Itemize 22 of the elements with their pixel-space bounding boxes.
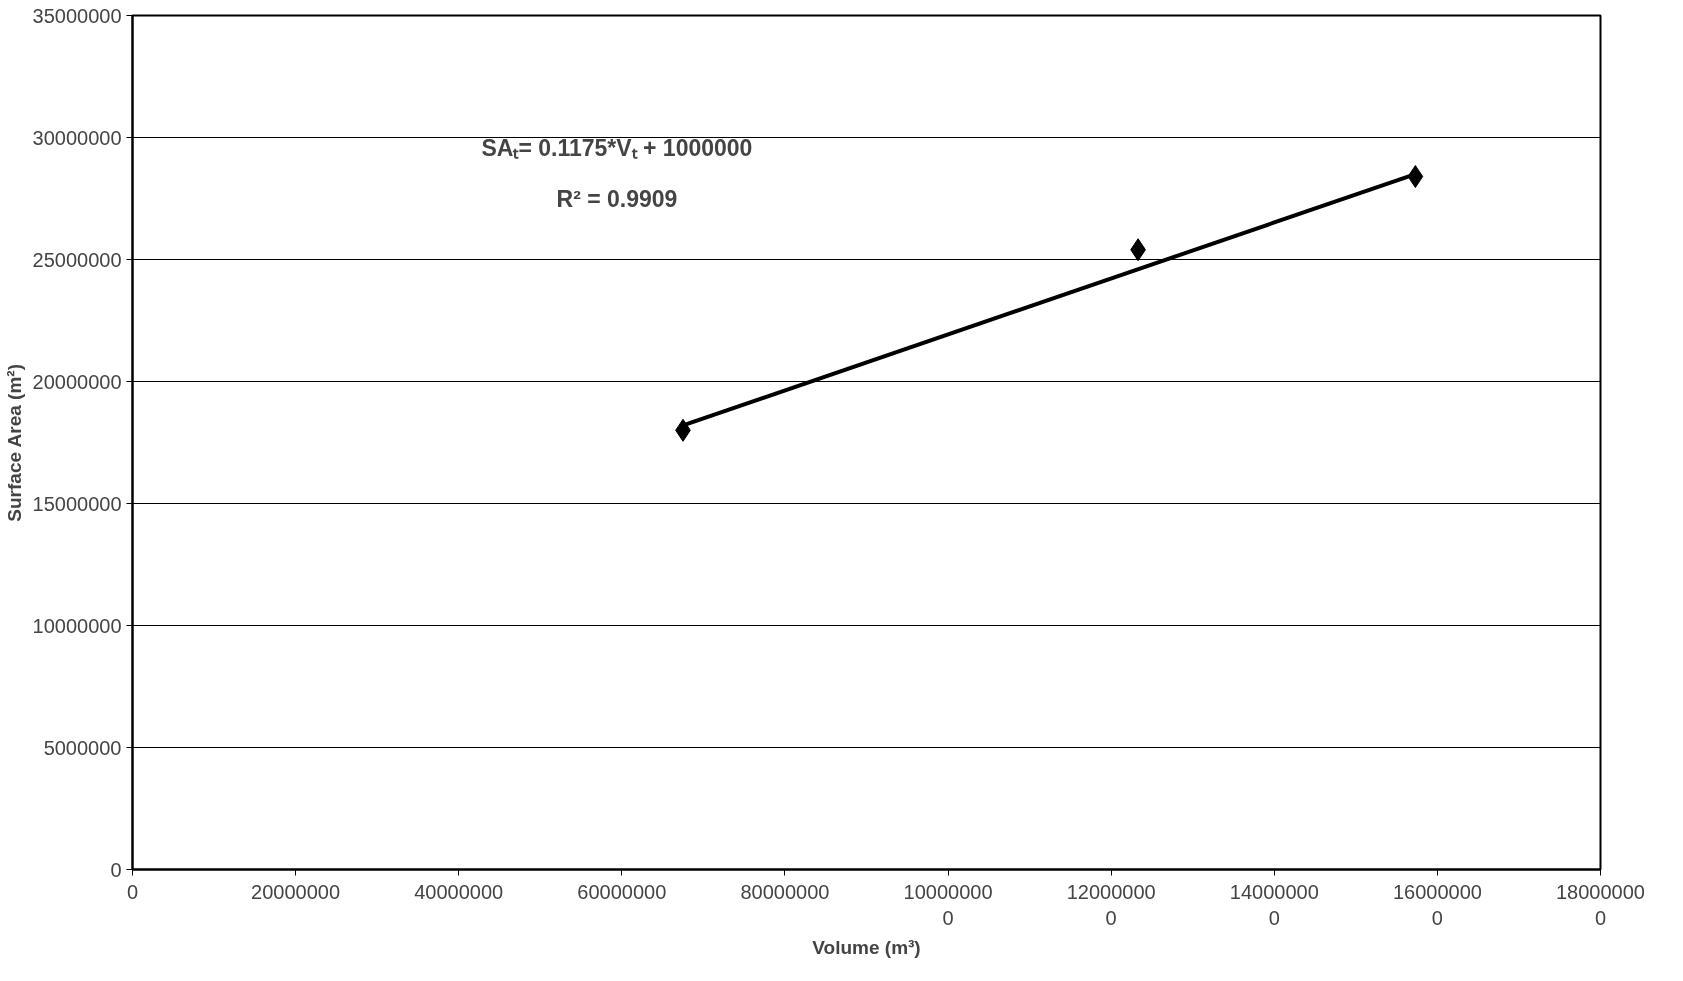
x-tick-label: 40000000 bbox=[414, 880, 504, 903]
y-axis-title: Surface Area (m²) bbox=[3, 364, 25, 522]
x-tick-label: 0 bbox=[126, 880, 139, 903]
y-tick-label: 25000000 bbox=[32, 248, 122, 271]
y-tick-label: 5000000 bbox=[43, 736, 122, 759]
x-tick-label: 10000000 0 bbox=[903, 880, 993, 929]
y-tick-label: 35000000 bbox=[32, 4, 122, 27]
x-tick-label: 12000000 0 bbox=[1066, 880, 1156, 929]
x-axis-title: Volume (m³) bbox=[812, 936, 921, 958]
annotation: SAₜ= 0.1175*Vₜ + 1000000 bbox=[481, 134, 753, 161]
y-tick-label: 10000000 bbox=[32, 614, 122, 637]
x-tick-label: 16000000 0 bbox=[1392, 880, 1482, 929]
x-tick-label: 18000000 0 bbox=[1556, 880, 1645, 929]
y-tick-label: 0 bbox=[110, 858, 122, 881]
x-tick-label: 20000000 bbox=[251, 880, 341, 903]
x-tick-label: 60000000 bbox=[577, 880, 667, 903]
y-tick-label: 30000000 bbox=[32, 126, 122, 149]
x-tick-label: 14000000 0 bbox=[1229, 880, 1319, 929]
y-tick-label: 20000000 bbox=[32, 370, 122, 393]
x-tick-label: 80000000 bbox=[740, 880, 830, 903]
annotation: R² = 0.9909 bbox=[556, 185, 678, 212]
y-tick-label: 15000000 bbox=[32, 492, 122, 515]
